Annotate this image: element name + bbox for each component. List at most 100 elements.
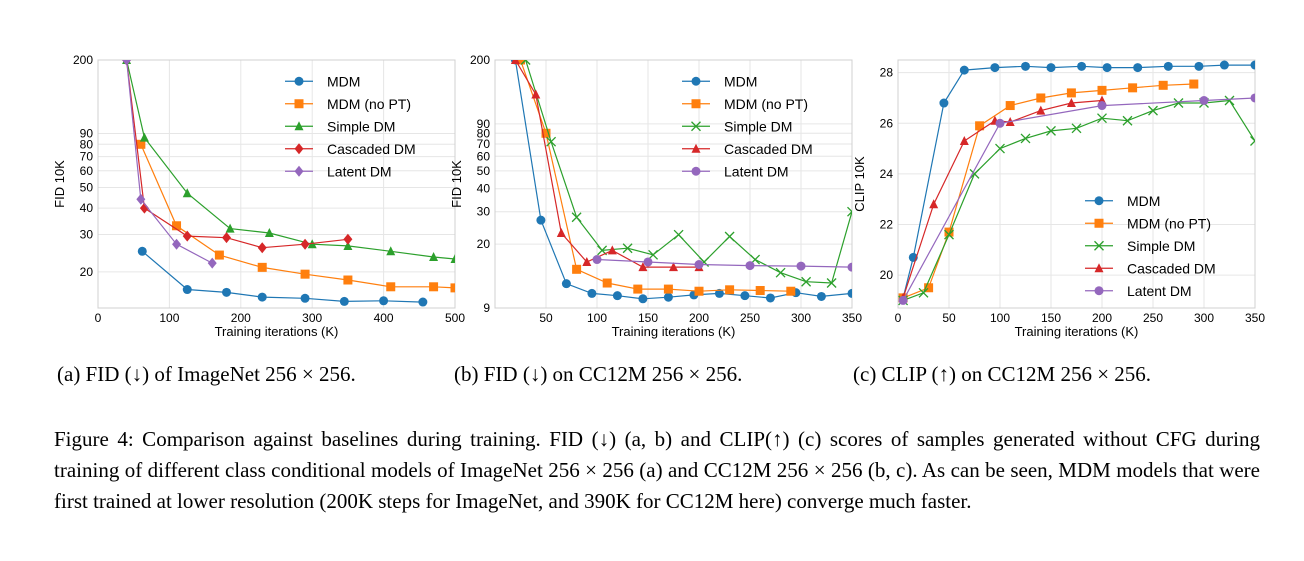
x-tick-label: 250: [1143, 311, 1163, 325]
data-point: [694, 260, 704, 270]
data-point: [918, 287, 929, 298]
data-point: [612, 291, 622, 301]
data-point: [182, 285, 192, 295]
data-point: [826, 278, 837, 288]
y-tick-label: 24: [880, 167, 894, 181]
caption-a: (a) FID (↓) of ImageNet 256 × 256.: [57, 362, 356, 386]
data-point: [1046, 63, 1056, 73]
series-latent-dm: [898, 93, 1255, 305]
data-point: [1005, 101, 1015, 111]
series-line: [141, 250, 423, 303]
data-point: [1036, 93, 1046, 103]
y-tick-label: 80: [477, 126, 491, 140]
x-tick-label: 0: [895, 311, 902, 325]
legend: MDM MDM (no PT) Simple DM Cascaded DM Latent…: [1085, 193, 1216, 299]
data-point: [663, 284, 673, 294]
series-line: [902, 99, 1103, 299]
legend-marker: [691, 143, 701, 153]
legend: MDM MDM (no PT) Simple DM Cascaded DM Latent…: [285, 73, 416, 179]
data-point: [343, 275, 353, 285]
data-point: [1219, 60, 1229, 70]
legend-label: Latent DM: [1127, 283, 1192, 299]
data-point: [959, 65, 969, 75]
legend-marker: [1094, 263, 1104, 273]
legend-label: Cascaded DM: [724, 141, 813, 157]
data-point: [379, 296, 389, 306]
data-point: [222, 232, 232, 244]
series-line: [902, 64, 1255, 299]
data-point: [847, 206, 852, 217]
series-line: [514, 60, 699, 268]
y-tick-label: 80: [80, 137, 94, 151]
y-tick-label: 26: [880, 116, 894, 130]
data-point: [207, 257, 217, 269]
y-tick-label: 9: [483, 301, 490, 315]
x-tick-label: 400: [374, 311, 394, 325]
data-point: [1066, 88, 1076, 98]
data-point: [663, 292, 673, 302]
data-point: [801, 276, 812, 287]
y-axis-label: FID 10K: [52, 160, 67, 208]
data-point: [740, 291, 750, 301]
y-tick-label: 200: [73, 53, 93, 67]
legend-label: MDM: [724, 73, 757, 89]
data-point: [520, 60, 531, 65]
chart-c: 0 50 100 150 200 250 300 350 20 22 24 26 28 Training …: [850, 48, 1265, 348]
legend-marker: [1094, 286, 1104, 296]
data-point: [847, 288, 852, 298]
legend-label: Latent DM: [724, 163, 789, 179]
data-point: [1199, 95, 1209, 105]
data-point: [995, 118, 1005, 128]
data-point: [587, 288, 597, 298]
data-point: [1036, 105, 1046, 115]
legend-marker: [691, 76, 701, 86]
plot-area: [510, 60, 852, 304]
y-tick-label: 200: [470, 53, 490, 67]
legend-marker: [294, 143, 304, 155]
figure-caption: Figure 4: Comparison against baselines d…: [54, 427, 1260, 513]
y-tick-label: 60: [477, 149, 491, 163]
data-point: [638, 294, 648, 304]
data-point: [137, 246, 147, 256]
data-point: [139, 132, 149, 142]
data-point: [1097, 101, 1107, 111]
data-point: [172, 221, 182, 231]
y-tick-label: 20: [80, 265, 94, 279]
series-line: [126, 60, 213, 264]
x-tick-label: 300: [791, 311, 811, 325]
x-tick-label: 350: [1245, 311, 1265, 325]
x-tick-label: 350: [842, 311, 862, 325]
data-point: [592, 255, 602, 265]
x-axis-label: Training iterations (K): [612, 324, 736, 339]
x-tick-label: 300: [1194, 311, 1214, 325]
y-tick-label: 22: [880, 217, 894, 231]
data-point: [1128, 83, 1138, 93]
legend-marker: [691, 99, 701, 109]
y-axis-label: FID 10K: [449, 160, 464, 208]
data-point: [429, 282, 439, 292]
series-line: [525, 60, 852, 284]
series-simple-dm: [520, 60, 852, 288]
data-point: [602, 278, 612, 288]
series-line: [126, 60, 348, 249]
data-point: [1163, 61, 1173, 71]
x-tick-label: 50: [942, 311, 956, 325]
legend-label: Simple DM: [724, 118, 792, 134]
x-tick-label: 300: [302, 311, 322, 325]
legend-marker: [1094, 218, 1104, 228]
plot-area: [122, 60, 455, 307]
data-point: [136, 139, 146, 149]
data-point: [257, 262, 267, 272]
chart-b-svg: 50 100 150 200 250 300 35092030405060708090200…: [449, 53, 862, 339]
data-point: [816, 291, 826, 301]
y-tick-label: 50: [477, 164, 491, 178]
x-tick-label: 200: [689, 311, 709, 325]
data-point: [1148, 105, 1158, 116]
data-point: [1071, 123, 1082, 134]
legend-marker: [1094, 240, 1104, 251]
chart-b: 50 100 150 200 250 300 350 9 20 30 40 50 60 70 80 90 200…: [447, 48, 862, 348]
data-point: [847, 262, 852, 272]
data-point: [1066, 98, 1076, 108]
x-tick-label: 0: [95, 311, 102, 325]
legend-marker: [294, 121, 304, 131]
